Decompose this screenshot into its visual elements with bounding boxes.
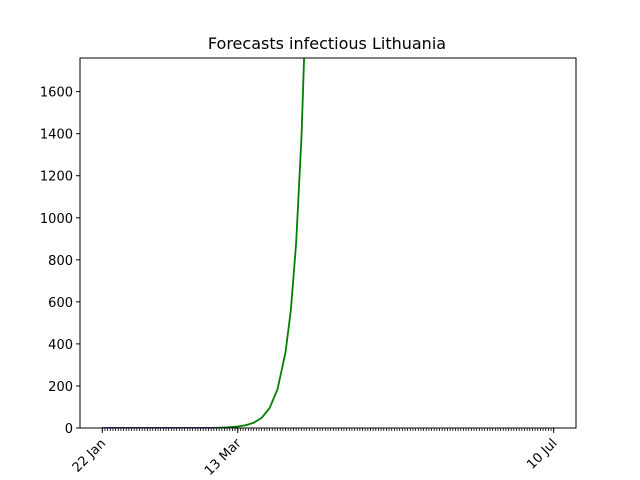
y-tick-label: 400	[48, 338, 73, 353]
y-tick-label: 800	[48, 254, 73, 269]
y-tick-label: 1200	[40, 170, 73, 185]
y-tick-label: 1400	[40, 128, 73, 143]
y-tick-label: 1000	[40, 212, 73, 227]
y-tick-label: 0	[65, 422, 73, 437]
chart-title: Forecasts infectious Lithuania	[208, 34, 446, 53]
y-tick-label: 200	[48, 380, 73, 395]
y-ticks: 0 200 400 600 800 1000 1200 1400 1600	[40, 86, 80, 437]
y-tick-label: 600	[48, 296, 73, 311]
plot-frame	[79, 57, 577, 429]
series-layer	[102, 58, 305, 428]
y-tick-label: 1600	[40, 86, 73, 101]
series-line-1	[216, 58, 305, 428]
